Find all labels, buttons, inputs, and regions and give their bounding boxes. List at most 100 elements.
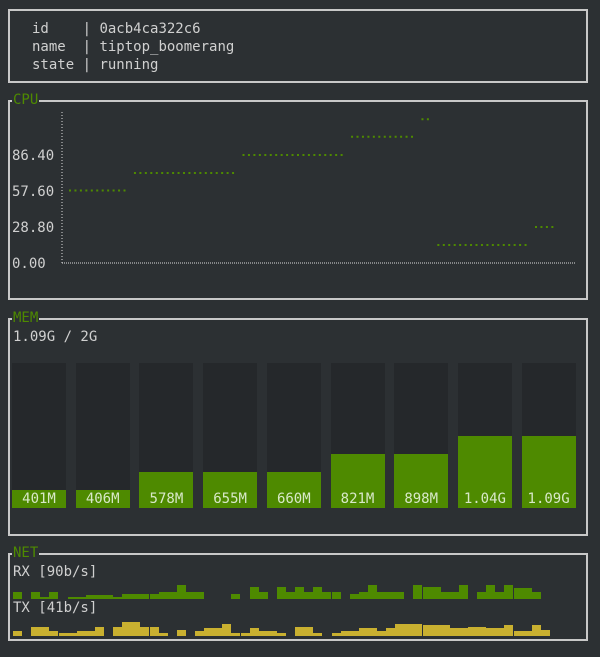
rx-bar bbox=[358, 592, 368, 599]
mem-bar-fill bbox=[330, 454, 385, 508]
mem-bar-fill bbox=[457, 436, 512, 508]
cpu-point bbox=[383, 135, 386, 138]
rx-bar bbox=[158, 592, 168, 599]
mem-bar-label: 578M bbox=[149, 491, 184, 507]
cpu-panel: CPU 0.00 28.80 57.60 86.40 bbox=[8, 92, 588, 300]
rx-bar bbox=[295, 587, 305, 599]
cpu-point bbox=[540, 226, 543, 228]
tx-bar bbox=[58, 633, 68, 636]
rx-bar bbox=[122, 594, 132, 599]
cpu-point bbox=[475, 244, 478, 246]
cpu-point bbox=[144, 172, 147, 174]
rx-bar bbox=[76, 597, 86, 599]
mem-bar-fill bbox=[203, 472, 258, 508]
cpu-point bbox=[166, 172, 169, 174]
tx-bar bbox=[213, 628, 223, 636]
cpu-point bbox=[508, 244, 511, 246]
mem-bar-label: 401M bbox=[22, 491, 56, 507]
tx-bar bbox=[67, 633, 77, 636]
cpu-point bbox=[133, 172, 136, 174]
cpu-point bbox=[107, 189, 110, 192]
cpu-point bbox=[79, 189, 82, 192]
cpu-point bbox=[155, 172, 158, 174]
tx-bar bbox=[267, 631, 277, 636]
rx-sparkline bbox=[13, 581, 558, 599]
tx-bar bbox=[258, 631, 268, 636]
mem-bar: 406M bbox=[75, 363, 130, 508]
cpu-point bbox=[491, 244, 494, 246]
cpu-title: CPU bbox=[12, 92, 40, 108]
y-tick-label: 57.60 bbox=[12, 184, 54, 200]
rx-bar bbox=[504, 585, 514, 599]
mem-bar: 821M bbox=[330, 363, 385, 508]
rx-bar bbox=[413, 585, 423, 599]
cpu-point bbox=[291, 154, 294, 156]
mem-bar: 660M bbox=[266, 363, 321, 508]
rx-bar bbox=[104, 595, 113, 599]
tx-bar bbox=[458, 628, 468, 636]
tx-bar bbox=[204, 628, 214, 636]
cpu-point bbox=[242, 154, 245, 156]
rx-bar bbox=[276, 587, 286, 599]
cpu-point bbox=[188, 172, 191, 174]
tx-bar bbox=[158, 633, 168, 636]
cpu-point bbox=[513, 244, 516, 246]
tx-bar bbox=[395, 624, 405, 636]
tx-bar bbox=[122, 622, 132, 636]
info-key: name bbox=[32, 39, 75, 55]
cpu-point bbox=[405, 135, 408, 138]
mem-summary: 1.09G / 2G bbox=[13, 329, 98, 345]
mem-bar-label: 660M bbox=[276, 491, 311, 507]
tx-bar bbox=[422, 625, 432, 636]
tx-bar bbox=[540, 630, 550, 636]
tx-bar bbox=[367, 628, 377, 636]
tx-bar bbox=[495, 628, 505, 636]
cpu-point bbox=[356, 135, 359, 138]
cpu-point bbox=[69, 189, 71, 192]
tx-bar bbox=[531, 625, 541, 636]
tx-bar bbox=[377, 631, 386, 636]
rx-bar bbox=[495, 592, 505, 599]
cpu-point bbox=[96, 189, 99, 192]
cpu-point bbox=[318, 154, 321, 156]
rx-bar bbox=[231, 594, 241, 599]
tx-bar bbox=[149, 627, 159, 636]
rx-bar bbox=[304, 592, 314, 599]
tx-bar bbox=[486, 628, 496, 636]
mem-bar: 1.09G bbox=[521, 363, 576, 508]
info-row: name | tiptop_boomerang bbox=[32, 39, 235, 55]
cpu-point bbox=[480, 244, 483, 246]
mem-bar: 578M bbox=[139, 363, 194, 508]
cpu-point bbox=[286, 154, 289, 156]
info-row: state | running bbox=[32, 57, 159, 73]
cpu-point bbox=[253, 154, 256, 156]
mem-bar: 655M bbox=[203, 363, 258, 508]
cpu-point bbox=[535, 226, 537, 228]
tx-bar bbox=[331, 633, 341, 636]
cpu-point bbox=[524, 244, 527, 246]
cpu-point bbox=[139, 172, 142, 174]
tx-sparkline bbox=[13, 618, 558, 636]
cpu-point bbox=[215, 172, 218, 174]
y-tick-label: 86.40 bbox=[12, 148, 54, 164]
y-tick-label: 0.00 bbox=[12, 256, 46, 272]
mem-bar-fill bbox=[394, 454, 449, 508]
cpu-point bbox=[335, 154, 338, 156]
cpu-point bbox=[470, 244, 473, 246]
tx-bar bbox=[413, 624, 423, 636]
rx-bar bbox=[49, 592, 59, 599]
rx-bar bbox=[286, 592, 295, 599]
cpu-point bbox=[199, 172, 202, 174]
rx-bar bbox=[349, 594, 359, 599]
cpu-point bbox=[226, 172, 229, 174]
tx-bar bbox=[195, 631, 204, 636]
mem-bar-fill bbox=[266, 472, 321, 508]
cpu-chart: 0.00 28.80 57.60 86.40 bbox=[12, 112, 576, 272]
cpu-point bbox=[193, 172, 196, 174]
rx-bar bbox=[113, 597, 123, 599]
tx-bar bbox=[304, 627, 314, 636]
cpu-point bbox=[280, 154, 283, 156]
rx-bar bbox=[513, 588, 523, 599]
cpu-point bbox=[351, 135, 354, 138]
tx-bar bbox=[31, 627, 41, 636]
